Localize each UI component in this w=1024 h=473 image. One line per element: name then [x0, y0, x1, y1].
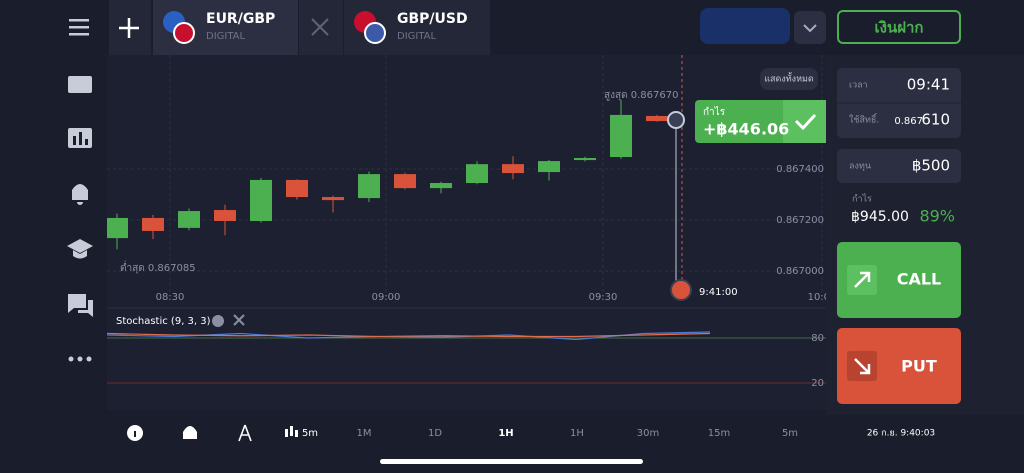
time-value: 09:41	[907, 76, 950, 94]
candle-body	[394, 174, 416, 189]
drawing-tools-icon[interactable]	[238, 424, 252, 442]
call-label: CALL	[897, 270, 942, 289]
account-dropdown[interactable]	[794, 11, 826, 44]
expiry-time: 9:41:00	[699, 287, 738, 298]
tab-symbol: EUR/GBP	[206, 11, 275, 27]
candle-body	[250, 179, 272, 222]
settings-icon[interactable]	[212, 315, 224, 327]
candle-body	[574, 158, 596, 161]
flag-gb	[173, 22, 195, 44]
remove-indicator-icon[interactable]	[233, 314, 245, 326]
sidebar	[67, 19, 93, 362]
menu-button[interactable]	[69, 19, 89, 36]
flag-us	[364, 22, 386, 44]
tab-symbol: GBP/USD	[397, 11, 468, 27]
alert-icon[interactable]	[183, 426, 197, 439]
strike-prefix: 0.867	[894, 116, 923, 127]
chat-icon[interactable]	[68, 294, 93, 317]
put-button[interactable]	[837, 328, 961, 404]
level-label: 20	[811, 378, 824, 389]
show-all-label: แสดงทั้งหมด	[764, 72, 814, 85]
candle-body	[358, 174, 380, 199]
candle-body	[178, 211, 200, 228]
deposit-label: เงินฝาก	[875, 19, 924, 37]
x-tick-label: 09:30	[589, 292, 618, 303]
candle-body	[107, 217, 128, 239]
low-label: ต่ำสุด 0.867085	[120, 260, 196, 274]
tab-kind: DIGITAL	[206, 31, 246, 42]
portfolio-icon[interactable]	[68, 76, 92, 93]
x-tick-label: 08:30	[156, 292, 185, 303]
timeframe-option[interactable]: 1M	[357, 428, 372, 439]
timeframe-option[interactable]: 1H	[498, 428, 513, 439]
candle-body	[286, 179, 308, 198]
candle-body	[646, 115, 668, 122]
timeframe-option[interactable]: 5m	[782, 428, 798, 439]
invest-box[interactable]	[837, 149, 961, 183]
check-icon	[794, 113, 817, 131]
confirm-button[interactable]	[783, 100, 826, 143]
chevron-icon	[803, 24, 817, 33]
candle-body	[430, 183, 452, 189]
balance-redacted	[700, 8, 790, 44]
show-all-button[interactable]	[760, 68, 818, 90]
y-tick-label: 0.867400	[776, 164, 824, 175]
candle-body	[214, 210, 236, 222]
chart-overlays: แสดงทั้งหมด สูงสุด 0.867670 ต่ำสุด 0.867…	[120, 55, 826, 301]
timeframe-option[interactable]: 15m	[708, 428, 730, 439]
payout-value: ฿945.00	[851, 209, 909, 225]
candle-body	[538, 161, 560, 173]
strike-suffix: 610	[921, 111, 950, 129]
candle-body	[142, 217, 164, 231]
y-tick-label: 0.867000	[776, 266, 824, 277]
invest-label: ลงทุน	[849, 162, 871, 172]
deposit-button[interactable]	[837, 10, 961, 44]
plus-icon	[119, 18, 139, 38]
profit-popup-value: +฿446.06	[703, 120, 789, 139]
candle-type-icon[interactable]	[285, 426, 298, 437]
y-tick-label: 0.867200	[776, 215, 824, 226]
high-label: สูงสุด 0.867670	[604, 90, 678, 101]
call-arrow	[854, 271, 871, 288]
invest-value: ฿500	[912, 157, 950, 175]
education-icon[interactable]	[67, 239, 93, 259]
x-tick-label: 09:00	[372, 292, 401, 303]
call-button[interactable]	[837, 242, 961, 318]
info-glyph	[134, 431, 136, 437]
timeframe-bar: 5m 1M 1D 1H 1H 30m 15m 5m	[302, 428, 798, 439]
price-chart: 08:30 09:00 09:30 10:00	[107, 55, 837, 303]
candle-body	[466, 164, 488, 184]
entry-marker	[667, 111, 685, 129]
timeframe-option[interactable]: 1H	[570, 428, 584, 439]
profit-popup-label: กำไร	[703, 106, 726, 118]
timeframe-option[interactable]: 30m	[637, 428, 659, 439]
expiry-marker	[670, 279, 692, 301]
tab-kind: DIGITAL	[397, 31, 437, 42]
clock: 26 ก.ย. 9:40:03	[867, 429, 935, 439]
payout-percent: 89%	[919, 207, 955, 226]
profit-label: กำไร	[852, 194, 872, 205]
close-icon	[311, 18, 329, 36]
candle-body	[502, 164, 524, 174]
indicator-line	[106, 332, 711, 338]
strike-label: ใช้สิทธิ์.	[849, 113, 879, 126]
home-indicator	[380, 459, 643, 464]
timeframe-option[interactable]: 1D	[428, 428, 442, 439]
level-label: 80	[811, 333, 824, 344]
timeframe-option[interactable]: 5m	[302, 428, 318, 439]
bell-icon[interactable]	[72, 184, 88, 205]
candle-body	[610, 114, 632, 158]
chart-icon[interactable]	[68, 128, 92, 148]
time-label: เวลา	[849, 81, 868, 91]
indicator-name: Stochastic (9, 3, 3)	[116, 316, 211, 327]
x-tick-label: 10:00	[808, 292, 837, 303]
put-arrow	[854, 358, 871, 375]
candle-body	[322, 197, 344, 201]
more-icon[interactable]	[68, 356, 92, 362]
put-label: PUT	[901, 357, 937, 376]
